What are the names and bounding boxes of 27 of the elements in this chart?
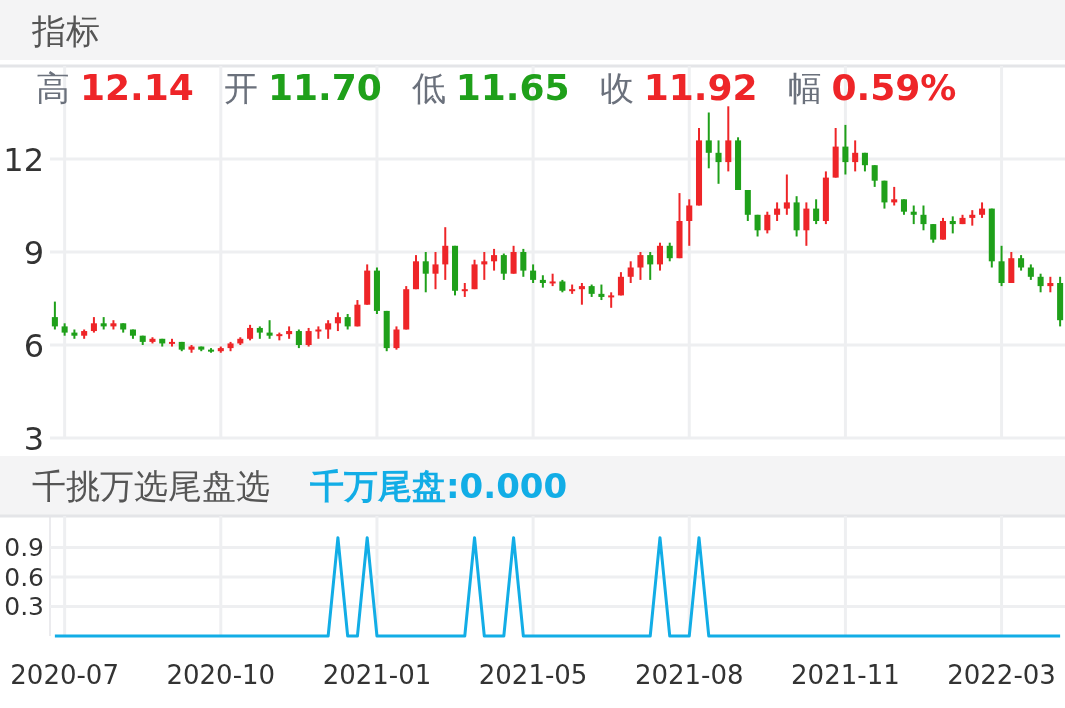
- x-tick-label: 2021-08: [634, 660, 744, 690]
- annotation: 幅: [787, 68, 822, 108]
- chart-title: 千挑万选尾盘选: [32, 466, 270, 507]
- x-tick-label: 2021-11: [791, 660, 900, 690]
- y-tick-label: 0.3: [4, 592, 44, 622]
- annotation: 开: [223, 68, 258, 108]
- annotation: 11.92: [643, 67, 758, 108]
- y-tick-label: 12: [3, 140, 44, 179]
- annotation: 11.70: [267, 67, 382, 108]
- x-tick-label: 2020-07: [10, 660, 119, 690]
- x-tick-label: 2021-01: [322, 660, 432, 690]
- annotation: 高: [36, 68, 70, 108]
- x-tick-label: 2022-03: [947, 660, 1056, 690]
- annotation: 0.59%: [831, 67, 957, 108]
- annotation: 收: [599, 68, 634, 108]
- text: 千万尾盘:0.000: [309, 466, 568, 507]
- y-tick-label: 0.9: [4, 533, 44, 563]
- x-tick-label: 2021-05: [478, 660, 588, 690]
- y-tick-label: 0.6: [4, 562, 44, 592]
- y-tick-label: 6: [23, 326, 44, 365]
- annotation: 12.14: [80, 67, 194, 108]
- y-tick-label: 3: [23, 419, 44, 458]
- annotation: 低: [411, 68, 446, 108]
- chart-title: 指标: [31, 11, 100, 52]
- y-tick-label: 9: [23, 233, 44, 272]
- x-tick-label: 2020-10: [166, 660, 276, 690]
- annotation: 11.65: [455, 67, 570, 108]
